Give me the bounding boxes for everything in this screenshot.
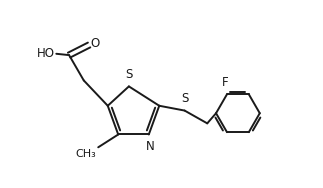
Text: O: O	[90, 37, 100, 50]
Text: F: F	[222, 77, 229, 89]
Text: HO: HO	[37, 47, 55, 60]
Text: S: S	[181, 92, 189, 105]
Text: S: S	[125, 67, 132, 80]
Text: N: N	[146, 140, 154, 153]
Text: CH₃: CH₃	[75, 149, 96, 159]
